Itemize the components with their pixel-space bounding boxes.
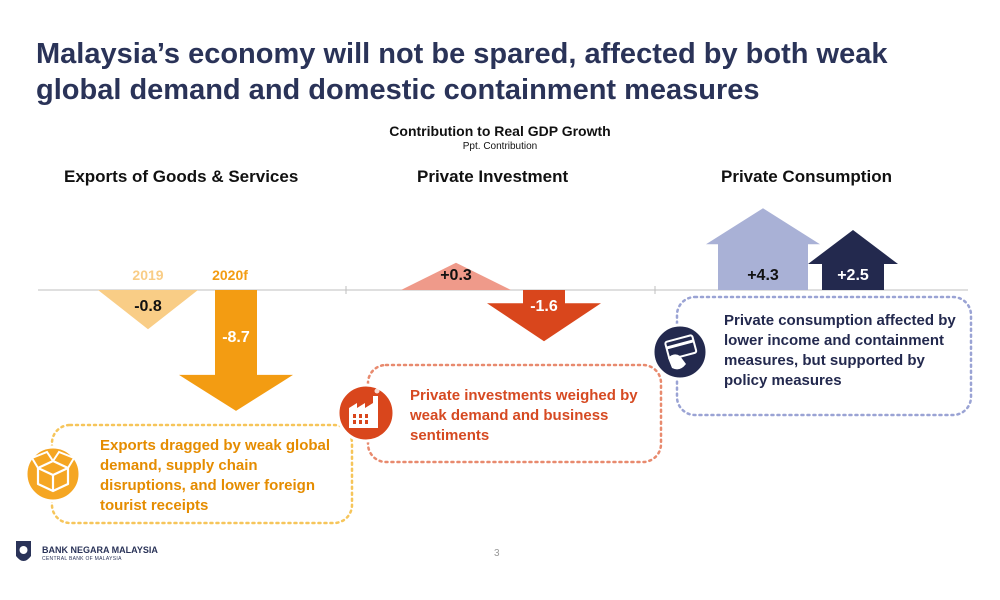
arrow-0-1 [179,290,293,411]
panel-title-investment: Private Investment [417,167,569,186]
value-label-2-1: +2.5 [837,267,869,284]
slide-title: Malaysia’s economy will not be spared, a… [36,38,888,106]
exports-note: Exports dragged by weak global demand, s… [100,437,331,514]
arrow-2-1 [808,230,898,290]
bank-logo-icon [16,541,31,561]
value-label-2-0: +4.3 [747,267,779,284]
consumption-note: Private consumption affected by lower in… [724,312,956,389]
panel-title-consumption: Private Consumption [721,167,892,186]
factory-icon [336,383,396,443]
arrow-0-0 [98,290,198,330]
chart-title: Contribution to Real GDP Growth [389,123,611,139]
page-number: 3 [494,548,500,559]
chart-subtitle: Ppt. Contribution [462,141,538,152]
value-label-0-1: -8.7 [222,329,250,346]
bank-subtitle: CENTRAL BANK OF MALAYSIA [42,556,122,562]
arrow-1-1 [487,290,601,342]
consumption-note-box [675,295,973,417]
year-label-0: 2019 [132,267,163,283]
value-label-1-1: -1.6 [530,298,558,315]
value-label-0-0: -0.8 [134,298,162,315]
arrow-1-0 [401,262,511,290]
investment-note: Private investments weighed by weak dema… [410,387,638,444]
bank-name: BANK NEGARA MALAYSIA [42,545,158,555]
panel-title-exports: Exports of Goods & Services [64,167,299,186]
box-icon [24,445,82,503]
year-label-1: 2020f [212,267,248,283]
value-label-1-0: +0.3 [440,267,472,284]
credit-card-icon [651,323,709,381]
exports-note-box [50,423,354,525]
arrow-2-0 [706,208,820,290]
